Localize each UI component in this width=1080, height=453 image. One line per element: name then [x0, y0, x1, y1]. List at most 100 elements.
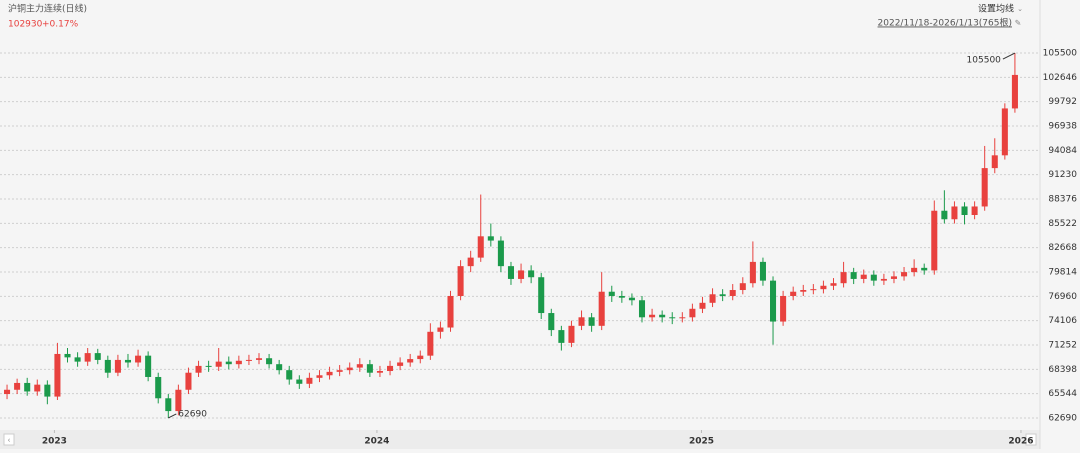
candle-body — [245, 359, 252, 361]
candle-body — [4, 389, 11, 395]
candle-body — [124, 359, 132, 363]
scroll-left-icon[interactable]: ‹ — [7, 436, 10, 445]
candle-body — [699, 302, 706, 309]
candle-body — [558, 330, 565, 343]
candle-body — [790, 291, 797, 296]
range-label[interactable]: 2022/11/18-2026/1/13(765根) — [878, 17, 1012, 29]
candle-body — [376, 371, 383, 373]
candle-body — [830, 283, 837, 286]
candle-body — [477, 236, 484, 258]
candle-body — [114, 359, 121, 373]
candle-body — [286, 370, 293, 380]
candle-body — [407, 359, 414, 363]
candle-body — [346, 367, 353, 371]
candle-body — [759, 261, 766, 281]
candle-body — [266, 358, 273, 365]
scroll-right[interactable] — [1025, 433, 1037, 446]
candle-body — [366, 364, 373, 373]
y-tick-label: 88376 — [1048, 195, 1077, 205]
x-tick-label: 2024 — [364, 437, 389, 447]
candle-body — [588, 317, 595, 326]
candle-body — [487, 236, 494, 241]
candle-body — [729, 290, 736, 296]
candle-body — [638, 300, 646, 318]
candle-body — [628, 297, 635, 301]
chart-title: 沪铜主力连续(日线) — [8, 3, 87, 15]
candle-body — [225, 361, 232, 365]
y-tick-label: 94084 — [1048, 146, 1077, 156]
change: +0.17% — [42, 20, 79, 30]
candle-body — [417, 355, 424, 360]
candle-body — [971, 206, 978, 215]
ma-button[interactable]: 设置均线 — [978, 3, 1014, 15]
candle-body — [135, 355, 142, 363]
candle-body — [336, 370, 343, 372]
candle-body — [316, 375, 323, 378]
scroll-left[interactable] — [3, 433, 15, 446]
x-tick-label: 2026 — [1008, 437, 1033, 447]
candle-body — [467, 257, 474, 267]
candle-body — [911, 267, 918, 273]
candle-body — [568, 325, 575, 343]
candle-body — [215, 361, 222, 367]
candle-body — [356, 364, 363, 368]
candle-body — [860, 274, 867, 279]
y-tick-label: 82668 — [1048, 243, 1077, 253]
candle-body — [689, 308, 696, 318]
candle-body — [155, 376, 162, 399]
y-tick-label: 96938 — [1048, 122, 1077, 132]
candle-body — [850, 272, 857, 279]
candle-body — [497, 240, 504, 267]
candle-body — [397, 362, 404, 366]
candle-body — [538, 277, 545, 314]
candle-body — [306, 377, 313, 384]
pin-icon[interactable]: ✎ — [1015, 19, 1022, 28]
candle-body — [608, 291, 615, 296]
candle-body — [901, 272, 908, 277]
ma-dropdown[interactable]: ⌄ — [1017, 5, 1023, 13]
y-tick-label: 99792 — [1048, 97, 1077, 107]
candle-body — [235, 360, 242, 365]
candle-body — [709, 294, 716, 303]
candle-body — [427, 331, 434, 356]
y-tick-label: 102646 — [1043, 73, 1078, 83]
candle-body — [74, 357, 81, 362]
candle-body — [195, 365, 202, 373]
low-pointer — [168, 413, 177, 419]
candle-body — [749, 261, 756, 284]
candle-body — [780, 295, 787, 322]
candle-body — [951, 206, 958, 220]
candle-body — [770, 280, 777, 322]
candle-body — [618, 295, 625, 298]
candle-body — [548, 313, 555, 331]
candle-body — [165, 398, 172, 412]
candle-body — [145, 355, 152, 377]
candle-body — [457, 266, 464, 296]
candle-body — [24, 382, 31, 392]
candle-body — [880, 278, 887, 281]
candle-body — [518, 270, 525, 279]
y-tick-label: 68398 — [1048, 365, 1077, 375]
last-price: 102930 — [8, 20, 43, 30]
candle-body — [205, 365, 212, 367]
high-label: 105500 — [967, 56, 1002, 66]
candle-body — [669, 317, 676, 319]
scroll-right-icon[interactable]: › — [1029, 436, 1032, 445]
x-axis-band — [0, 430, 1040, 449]
candle-body — [1001, 108, 1008, 156]
candle-body — [961, 206, 968, 215]
y-tick-label: 71252 — [1048, 340, 1077, 350]
x-tick-label: 2025 — [689, 437, 714, 447]
candle-body — [870, 274, 877, 281]
candle-body — [296, 379, 303, 384]
y-tick-label: 62690 — [1048, 413, 1077, 423]
candle-body — [326, 371, 333, 376]
candle-body — [44, 384, 51, 397]
candle-body — [447, 295, 454, 328]
y-tick-label: 105500 — [1043, 49, 1078, 59]
y-tick-label: 85522 — [1048, 219, 1077, 229]
y-tick-label: 91230 — [1048, 170, 1077, 180]
candle-body — [800, 290, 807, 292]
high-pointer — [1002, 52, 1016, 60]
